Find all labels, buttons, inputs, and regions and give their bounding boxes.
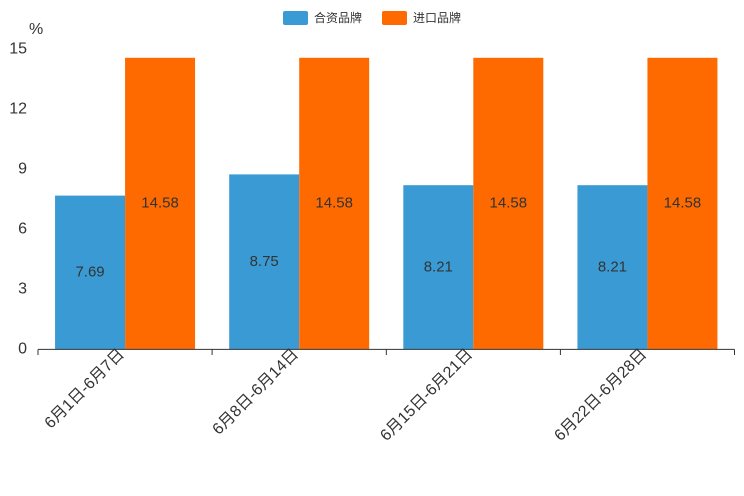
svg-text:8.75: 8.75 [250, 253, 279, 270]
svg-text:14.58: 14.58 [664, 195, 702, 212]
svg-text:3: 3 [18, 280, 27, 297]
svg-text:6月8日-6月14日: 6月8日-6月14日 [210, 346, 303, 439]
svg-text:6月1日-6月7日: 6月1日-6月7日 [42, 346, 128, 432]
svg-text:14.58: 14.58 [490, 195, 528, 212]
svg-text:14.58: 14.58 [315, 195, 353, 212]
svg-text:15: 15 [9, 40, 27, 57]
svg-text:14.58: 14.58 [141, 195, 179, 212]
svg-text:8.21: 8.21 [598, 258, 627, 275]
svg-text:7.69: 7.69 [75, 263, 104, 280]
svg-text:6月15日-6月21日: 6月15日-6月21日 [377, 346, 476, 445]
svg-text:9: 9 [18, 160, 27, 177]
svg-text:6月22日-6月28日: 6月22日-6月28日 [551, 346, 650, 445]
svg-text:0: 0 [18, 340, 27, 357]
svg-text:12: 12 [9, 100, 27, 117]
svg-text:8.21: 8.21 [424, 258, 453, 275]
svg-text:6: 6 [18, 220, 27, 237]
